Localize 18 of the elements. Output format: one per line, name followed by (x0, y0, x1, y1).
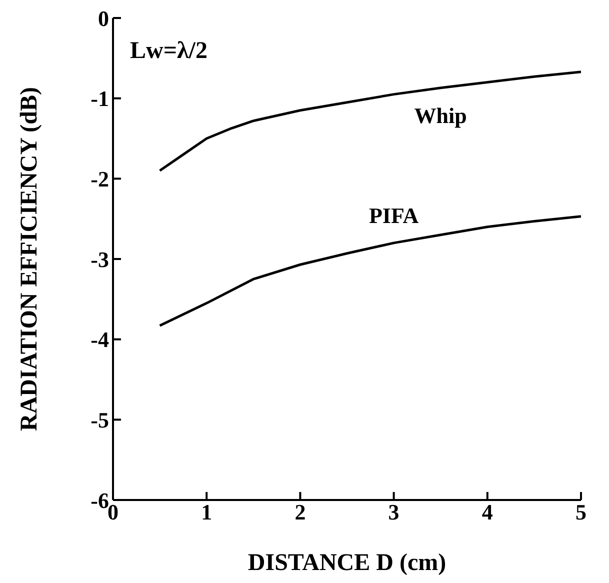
x-tick-label: 5 (576, 500, 586, 525)
y-tick-label: 0 (98, 6, 109, 31)
series-label: PIFA (368, 202, 419, 228)
x-axis-title: DISTANCE D (cm) (248, 550, 446, 576)
x-tick-label: 3 (388, 500, 400, 525)
y-tick-label: -4 (90, 327, 109, 352)
y-tick-label: -2 (90, 166, 109, 192)
y-tick-label: -1 (90, 86, 109, 112)
annotation: Lw=λ/2 (130, 38, 208, 65)
series-label: Whip (414, 102, 467, 128)
x-tick-label: 1 (201, 500, 212, 525)
y-axis-title: RADIATION EFFICIENCY (dB) (16, 86, 43, 432)
y-tick-label: -5 (90, 407, 109, 432)
y-tick-label: -3 (90, 246, 109, 272)
line-series (158, 70, 581, 172)
x-tick-label: 4 (482, 500, 493, 525)
y-tick-label: -6 (90, 488, 109, 513)
x-tick-label: 2 (294, 500, 306, 525)
